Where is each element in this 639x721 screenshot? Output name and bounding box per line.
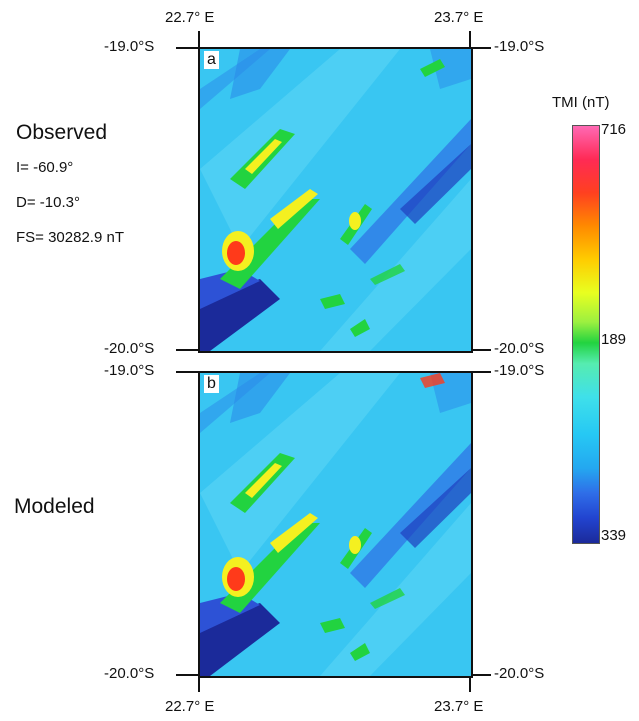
panel-a-tick-top-right-v [469, 31, 471, 49]
panel-a-lat-bottom-left: -20.0°S [104, 340, 155, 357]
modeled-tmi-map [200, 373, 471, 676]
panel-a-lat-top-right: -19.0°S [494, 38, 545, 55]
observed-tmi-map [200, 49, 471, 351]
panel-a-tick-top-left-h [176, 47, 200, 49]
inclination-label: I= -60.9° [16, 159, 74, 176]
observed-map-panel: a [198, 47, 473, 353]
panel-b-tick-bottom-left-h [176, 674, 200, 676]
panel-b-tick-bottom-left-v [198, 674, 200, 692]
panel-a-tick-bottom-right-h [469, 349, 491, 351]
tmi-colorbar [572, 125, 600, 544]
panel-a-tick-bottom-left-h [176, 349, 200, 351]
panel-a-lat-top-left: -19.0°S [104, 38, 155, 55]
panel-b-tick-top-left-h [176, 371, 200, 373]
panel-b-lat-top-left: -19.0°S [104, 362, 155, 379]
bottom-right-longitude-label: 23.7° E [434, 698, 484, 715]
panel-b-lat-top-right: -19.0°S [494, 362, 545, 379]
field-strength-label: FS= 30282.9 nT [16, 229, 124, 246]
panel-a-tick-top-left-v [198, 31, 200, 49]
panel-a-letter: a [204, 51, 219, 69]
colorbar-max-label: 716 [601, 121, 627, 138]
bottom-left-longitude-label: 22.7° E [165, 698, 215, 715]
panel-b-lat-bottom-left: -20.0°S [104, 665, 155, 682]
observed-title: Observed [16, 121, 108, 144]
panel-b-lat-bottom-right: -20.0°S [494, 665, 545, 682]
modeled-map-panel: b [198, 371, 473, 678]
panel-b-tick-bottom-right-h [469, 674, 491, 676]
top-left-longitude-label: 22.7° E [165, 9, 215, 26]
colorbar-title: TMI (nT) [552, 94, 610, 111]
declination-label: D= -10.3° [16, 194, 80, 211]
modeled-title: Modeled [14, 495, 95, 518]
panel-b-letter: b [204, 375, 219, 393]
panel-a-tick-top-right-h [469, 47, 491, 49]
panel-b-tick-bottom-right-v [469, 674, 471, 692]
colorbar-mid-label: 189 [601, 331, 627, 348]
colorbar-min-label: 339 [601, 527, 627, 544]
panel-b-tick-top-right-h [469, 371, 491, 373]
top-right-longitude-label: 23.7° E [434, 9, 484, 26]
panel-a-lat-bottom-right: -20.0°S [494, 340, 545, 357]
